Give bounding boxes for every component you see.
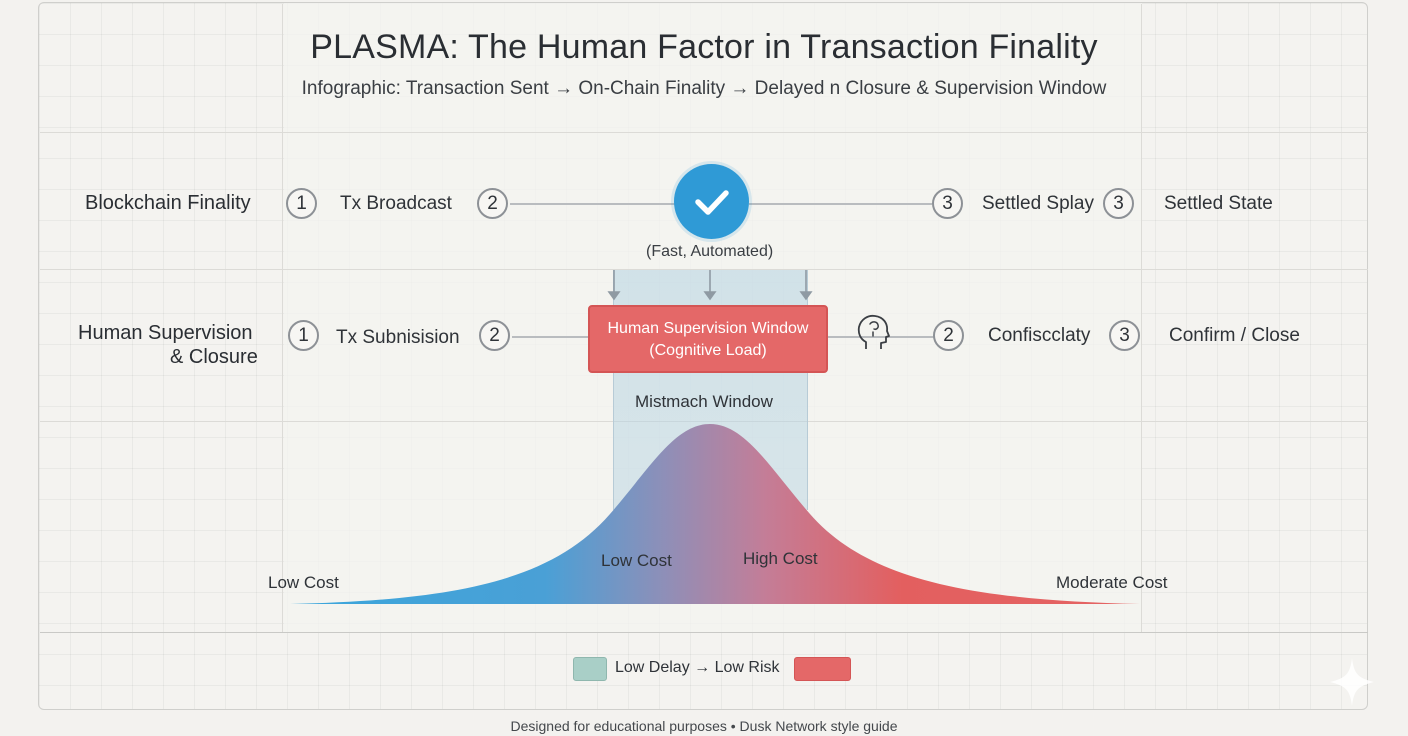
timeline-connector <box>512 336 590 338</box>
step-label-tx-submission: Tx Subnisision <box>336 327 460 348</box>
cost-label-inner-right: High Cost <box>743 549 818 568</box>
row-divider <box>40 132 1368 133</box>
page-title: PLASMA: The Human Factor in Transaction … <box>310 28 1098 66</box>
timeline-connector <box>510 203 675 205</box>
step-number-badge: 3 <box>1109 320 1140 351</box>
human-head-icon <box>857 314 890 349</box>
step-label-confirm-close: Confirm / Close <box>1169 325 1300 346</box>
row-label-human-supervision: Human Supervision <box>78 322 253 344</box>
timeline-connector <box>828 336 934 338</box>
step-label-confiscclaty: Confiscclaty <box>988 325 1091 346</box>
step-number-badge: 3 <box>1103 188 1134 219</box>
human-supervision-window-box: Human Supervision Window (Cognitive Load… <box>588 305 828 373</box>
step-number-badge: 3 <box>932 188 963 219</box>
legend-divider <box>40 632 1368 633</box>
supervision-window-subtitle: (Cognitive Load) <box>649 342 767 359</box>
step-number-badge: 2 <box>479 320 510 351</box>
column-divider <box>1141 4 1142 632</box>
legend-label-low-delay: Low Delay → Low Risk <box>615 659 780 676</box>
step-label-tx-broadcast: Tx Broadcast <box>340 193 452 214</box>
finality-check-icon <box>674 164 749 239</box>
footer-note: Designed for educational purposes • Dusk… <box>510 718 898 734</box>
timeline-connector <box>749 203 932 205</box>
cost-label-inner-left: Low Cost <box>601 551 672 570</box>
step-number-badge: 2 <box>477 188 508 219</box>
cost-curve-area <box>290 424 1140 604</box>
sparkle-icon <box>1330 658 1374 706</box>
row-label-blockchain-finality: Blockchain Finality <box>85 192 251 214</box>
step-number-badge: 2 <box>933 320 964 351</box>
supervision-window-title: Human Supervision Window <box>607 320 809 337</box>
column-divider <box>282 4 283 632</box>
legend-swatch-low-delay <box>573 657 607 681</box>
cost-label-right: Moderate Cost <box>1056 573 1168 592</box>
step-number-badge: 1 <box>286 188 317 219</box>
row-label-closure: & Closure <box>170 346 258 368</box>
page-subtitle: Infographic: Transaction Sent → On-Chain… <box>301 78 1107 99</box>
legend-swatch-high-risk <box>794 657 851 681</box>
down-arrows-icon <box>607 270 813 301</box>
step-label-settled-splay: Settled Splay <box>982 193 1094 214</box>
cost-label-left: Low Cost <box>268 573 339 592</box>
step-label-settled-state: Settled State <box>1164 193 1273 214</box>
mismatch-window-label: Mistmach Window <box>635 392 773 411</box>
cost-curve <box>290 424 1140 604</box>
row-divider <box>40 269 1368 270</box>
step-number-badge: 1 <box>288 320 319 351</box>
finality-speed-note: (Fast, Automated) <box>646 243 774 260</box>
